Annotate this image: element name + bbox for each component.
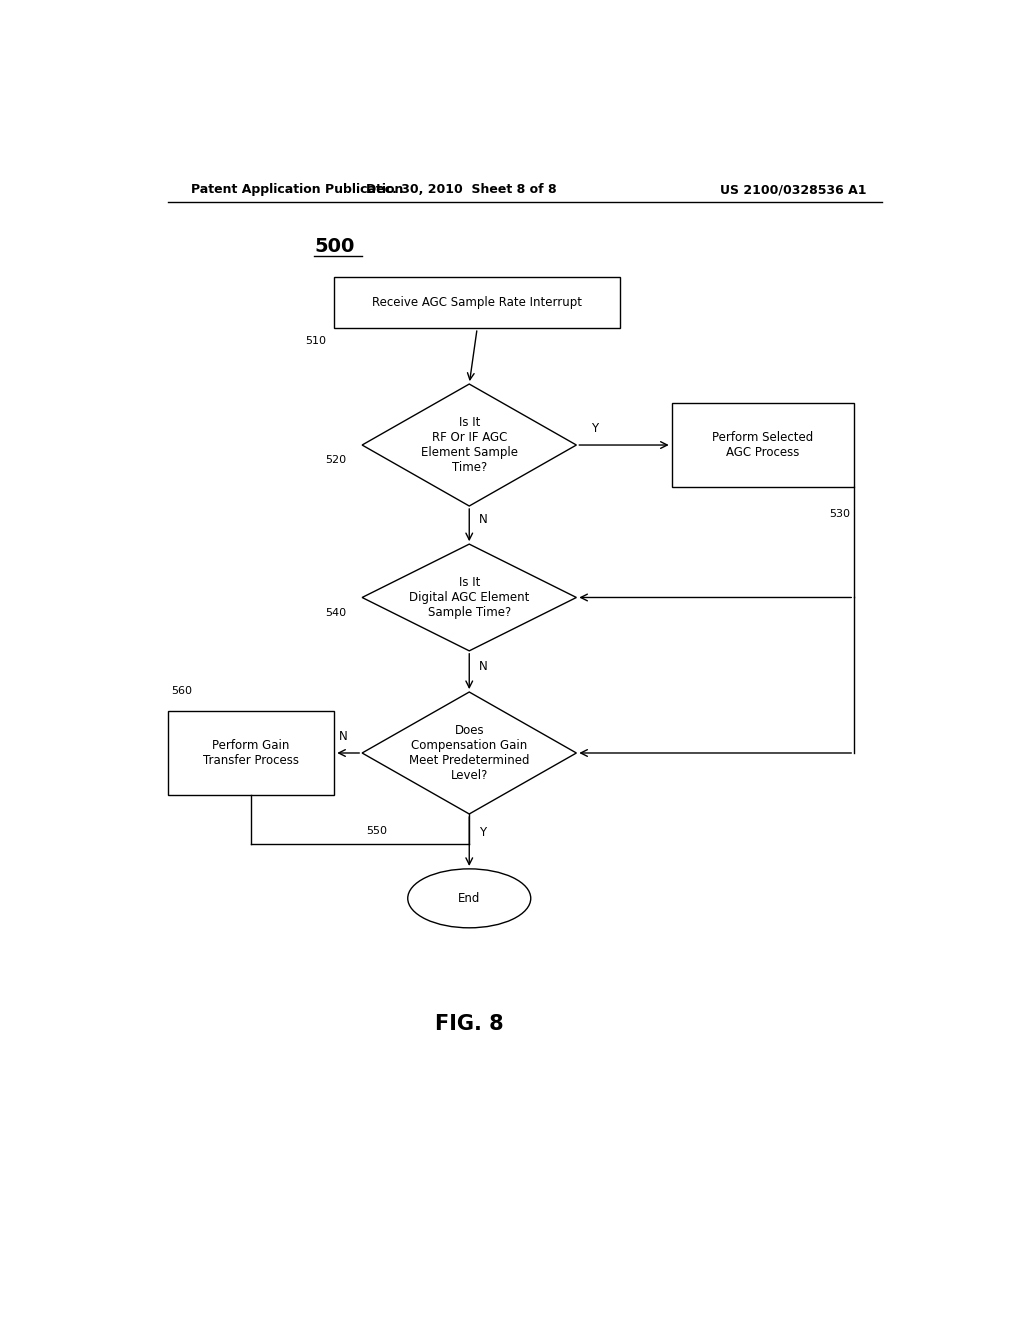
Text: FIG. 8: FIG. 8 [435,1014,504,1035]
FancyBboxPatch shape [334,277,620,329]
Text: N: N [479,513,487,527]
Text: 550: 550 [367,826,387,836]
Text: Is It
RF Or IF AGC
Element Sample
Time?: Is It RF Or IF AGC Element Sample Time? [421,416,518,474]
Text: Does
Compensation Gain
Meet Predetermined
Level?: Does Compensation Gain Meet Predetermine… [409,723,529,781]
Text: Y: Y [591,422,598,436]
Text: N: N [339,730,348,743]
FancyBboxPatch shape [168,711,334,795]
Polygon shape [362,692,577,814]
Text: Perform Gain
Transfer Process: Perform Gain Transfer Process [203,739,299,767]
Ellipse shape [408,869,530,928]
Text: 500: 500 [314,238,355,256]
Text: 530: 530 [829,510,850,519]
Text: 560: 560 [172,686,193,696]
Text: Dec. 30, 2010  Sheet 8 of 8: Dec. 30, 2010 Sheet 8 of 8 [366,183,557,197]
Text: 510: 510 [305,337,327,346]
Polygon shape [362,544,577,651]
Text: End: End [458,892,480,904]
Text: N: N [479,660,487,673]
Text: Y: Y [479,826,486,838]
FancyBboxPatch shape [672,404,854,487]
Text: Is It
Digital AGC Element
Sample Time?: Is It Digital AGC Element Sample Time? [409,576,529,619]
Text: Perform Selected
AGC Process: Perform Selected AGC Process [713,432,813,459]
Polygon shape [362,384,577,506]
Text: Patent Application Publication: Patent Application Publication [191,183,403,197]
Text: Receive AGC Sample Rate Interrupt: Receive AGC Sample Rate Interrupt [372,296,583,309]
Text: US 2100/0328536 A1: US 2100/0328536 A1 [720,183,866,197]
Text: 540: 540 [325,607,346,618]
Text: 520: 520 [325,455,346,465]
